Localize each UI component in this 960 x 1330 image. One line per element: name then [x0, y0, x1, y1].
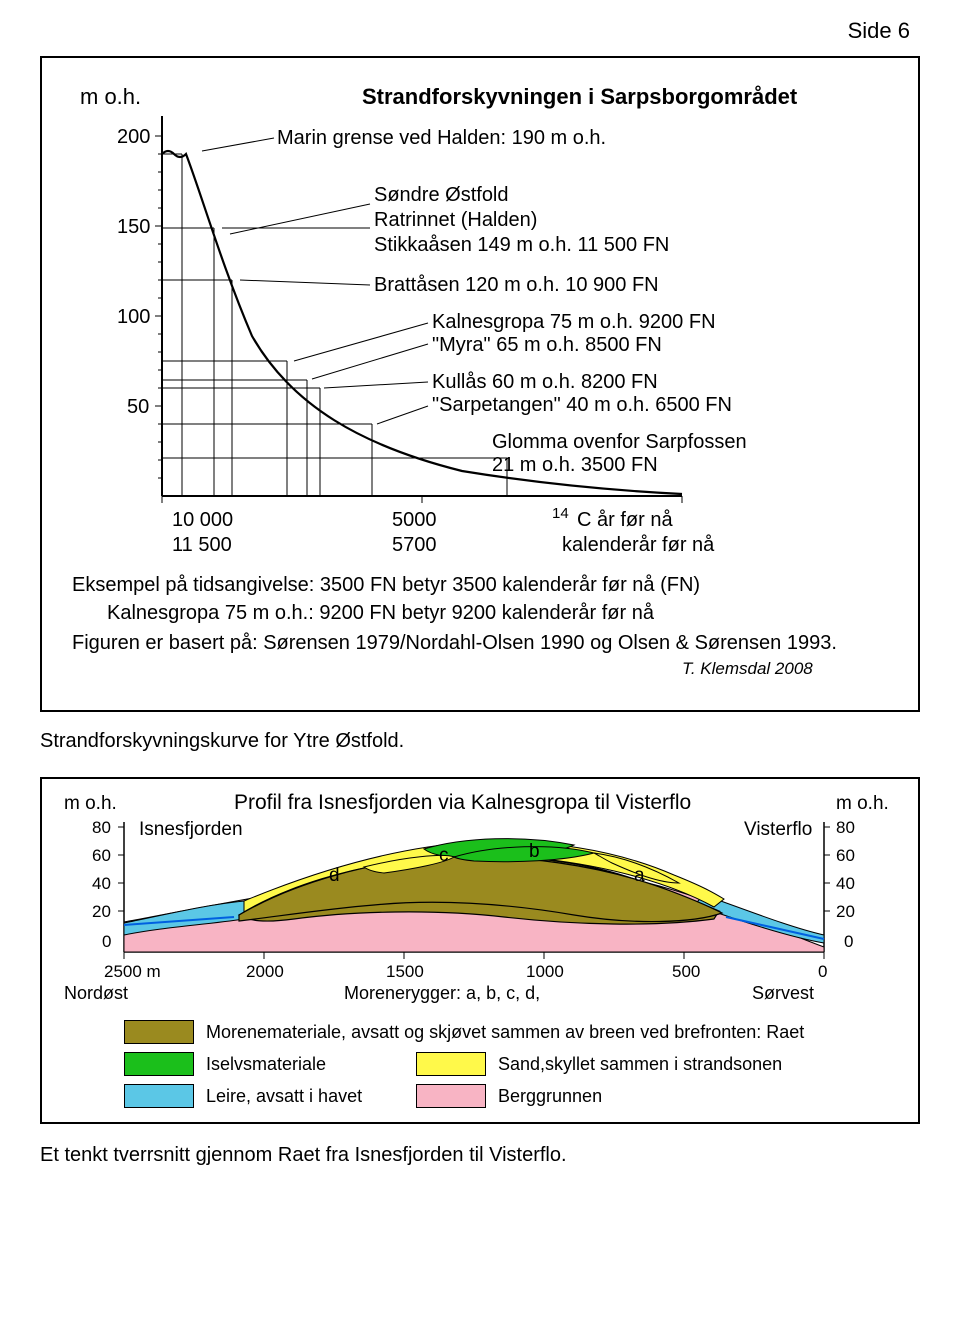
svg-text:Kalnesgropa 75 m o.h. 9200: Kalnesgropa 75 m o.h. 9200 FN — [432, 311, 716, 333]
svg-text:2000: 2000 — [246, 962, 284, 981]
f2-xtick-labels: 2500 m 2000 1500 1000 500 0 — [104, 962, 827, 981]
svg-text:60: 60 — [92, 846, 111, 865]
svg-text:Kalnesgropa 75 m o.h.: 9200 FN: Kalnesgropa 75 m o.h.: 9200 FN betyr 920… — [107, 602, 655, 624]
svg-text:10 000: 10 000 — [172, 509, 233, 531]
svg-text:1500: 1500 — [386, 962, 424, 981]
swatch-sand — [416, 1052, 486, 1076]
svg-text:"Myra" 65 m o.h. 8500 FN: "Myra" 65 m o.h. 8500 FN — [432, 334, 662, 356]
strand-curve-svg: m o.h. Strandforskyvningen i Sarpsborgom… — [62, 76, 882, 696]
f2-left-unit: m o.h. — [64, 793, 117, 814]
legend-morene: Morenemateriale, avsatt og skjøvet samme… — [54, 1020, 906, 1044]
x-annot: 10 000 5000 14 C år før nå 11 500 5700 k… — [172, 505, 715, 556]
svg-text:80: 80 — [92, 818, 111, 837]
swatch-berg — [416, 1084, 486, 1108]
f2-xticks — [124, 952, 824, 959]
svg-text:"Sarpetangen" 40 m o.h. 65: "Sarpetangen" 40 m o.h. 6500 FN — [432, 394, 732, 416]
svg-text:C år før nå: C år før nå — [577, 509, 673, 531]
svg-text:14: 14 — [552, 505, 569, 522]
swatch-leire — [124, 1084, 194, 1108]
svg-text:kalenderår før nå: kalenderår før nå — [562, 534, 715, 556]
svg-text:Søndre Østfold: Søndre Østfold — [374, 184, 509, 206]
svg-text:60: 60 — [836, 846, 855, 865]
svg-text:T. Klemsdal 2008: T. Klemsdal 2008 — [682, 659, 813, 678]
svg-text:Marin grense ved Halden: 190: Marin grense ved Halden: 190 m o.h. — [277, 127, 606, 149]
y-axis-label: m o.h. — [80, 84, 141, 109]
fig1-title: Strandforskyvningen i Sarpsborgområdet — [362, 84, 798, 109]
svg-text:40: 40 — [92, 874, 111, 893]
svg-text:0: 0 — [818, 962, 827, 981]
svg-text:11 500: 11 500 — [172, 534, 232, 556]
figure-1: m o.h. Strandforskyvningen i Sarpsborgom… — [40, 56, 920, 712]
ytick-200: 200 — [117, 126, 150, 148]
f2-title: Profil fra Isnesfjorden via Kalnesgropa … — [234, 791, 691, 814]
svg-text:Ratrinnet (Halden): Ratrinnet (Halden) — [374, 209, 537, 231]
f2-left-name: Isnesfjorden — [139, 819, 243, 840]
f2-right-name: Visterflo — [744, 819, 812, 840]
swatch-iselv — [124, 1052, 194, 1076]
ytick-50: 50 — [127, 396, 149, 418]
figure-2: m o.h. Profil fra Isnesfjorden via Kalne… — [40, 777, 920, 1124]
svg-text:2500 m: 2500 m — [104, 962, 161, 981]
svg-text:Brattåsen 120 m o.h. 10 900: Brattåsen 120 m o.h. 10 900 FN — [374, 274, 659, 296]
f2-ridges: Morenerygger: a, b, c, d, — [344, 983, 540, 1003]
svg-text:0: 0 — [102, 932, 111, 951]
svg-text:1000: 1000 — [526, 962, 564, 981]
y-ticks — [155, 136, 162, 478]
svg-text:20: 20 — [836, 902, 855, 921]
svg-text:a: a — [634, 865, 645, 886]
ytick-100: 100 — [117, 306, 150, 328]
ytick-150: 150 — [117, 216, 150, 238]
svg-text:Figuren er basert på: Sørensen: Figuren er basert på: Sørensen 1979/Nord… — [72, 632, 837, 654]
svg-text:d: d — [329, 865, 340, 886]
profile-svg: m o.h. Profil fra Isnesfjorden via Kalne… — [54, 787, 894, 1007]
svg-text:80: 80 — [836, 818, 855, 837]
fig1-notes: Eksempel på tidsangivelse: 3500 FN betyr… — [72, 574, 837, 678]
svg-text:0: 0 — [844, 932, 853, 951]
caption-1: Strandforskyvningskurve for Ytre Østfold… — [40, 730, 920, 753]
svg-text:21 m o.h. 3500 FN: 21 m o.h. 3500 FN — [492, 454, 658, 476]
page-number: Side 6 — [40, 0, 920, 56]
svg-text:5000: 5000 — [392, 509, 437, 531]
svg-text:c: c — [439, 845, 449, 866]
swatch-morene — [124, 1020, 194, 1044]
svg-text:Glomma ovenfor Sarpfossen: Glomma ovenfor Sarpfossen — [492, 431, 747, 453]
f2-nw: Nordøst — [64, 983, 128, 1003]
svg-text:500: 500 — [672, 962, 700, 981]
svg-text:b: b — [529, 841, 540, 862]
svg-text:Stikkaåsen 149 m o.h. 11 50: Stikkaåsen 149 m o.h. 11 500 FN — [374, 234, 669, 256]
x-ticks — [162, 496, 682, 503]
legend-row-2: Iselvsmateriale Sand,skyllet sammen i st… — [54, 1052, 906, 1076]
svg-text:Eksempel på tidsangivelse: 350: Eksempel på tidsangivelse: 3500 FN betyr… — [72, 574, 700, 596]
f2-right-unit: m o.h. — [836, 793, 889, 814]
svg-text:5700: 5700 — [392, 534, 437, 556]
svg-text:40: 40 — [836, 874, 855, 893]
caption-2: Et tenkt tverrsnitt gjennom Raet fra Isn… — [40, 1144, 920, 1167]
f2-se: Sørvest — [752, 983, 814, 1003]
svg-text:Kullås 60 m o.h. 8200 FN: Kullås 60 m o.h. 8200 FN — [432, 371, 658, 393]
svg-text:20: 20 — [92, 902, 111, 921]
legend-row-3: Leire, avsatt i havet Berggrunnen — [54, 1084, 906, 1108]
